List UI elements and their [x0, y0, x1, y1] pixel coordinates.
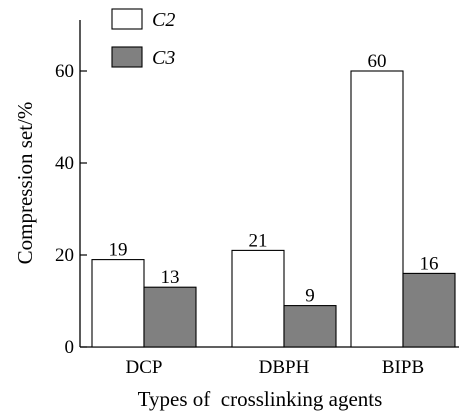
data-label: 21	[249, 230, 268, 251]
data-label: 16	[420, 253, 439, 274]
data-label: 9	[305, 286, 315, 307]
legend-label-c2: C2	[152, 9, 175, 31]
bar-c3-dcp	[143, 286, 197, 348]
bar-c3-dbph	[283, 305, 337, 348]
y-tick-label: 60	[55, 61, 74, 82]
legend-swatch-c2	[111, 8, 143, 30]
bar-c3-bipb	[402, 272, 456, 348]
legend-swatch-c3	[111, 46, 143, 68]
data-label: 60	[368, 51, 387, 72]
bar-c2-dcp	[91, 259, 145, 348]
y-tick-label: 0	[65, 337, 75, 358]
data-labels: 19 13 21 9 60 16	[109, 51, 439, 307]
legend: C2 C3	[111, 8, 175, 69]
y-ticks: 0 20 40 60	[55, 61, 87, 358]
x-ticks: DCP DBPH BIPB	[126, 340, 424, 378]
x-tick-label: BIPB	[382, 357, 424, 378]
bars	[91, 70, 456, 348]
x-tick-label: DCP	[126, 357, 163, 378]
y-tick-label: 20	[55, 245, 74, 266]
bar-c2-dbph	[231, 249, 285, 348]
data-label: 13	[161, 267, 180, 288]
y-tick-label: 40	[55, 153, 74, 174]
x-axis-title: Types of crosslinking agents	[138, 387, 383, 411]
y-axis-title: Compression set/%	[13, 102, 37, 265]
data-label: 19	[109, 240, 128, 261]
legend-label-c3: C3	[152, 47, 175, 69]
x-tick-label: DBPH	[259, 357, 310, 378]
bar-c2-bipb	[350, 70, 404, 348]
